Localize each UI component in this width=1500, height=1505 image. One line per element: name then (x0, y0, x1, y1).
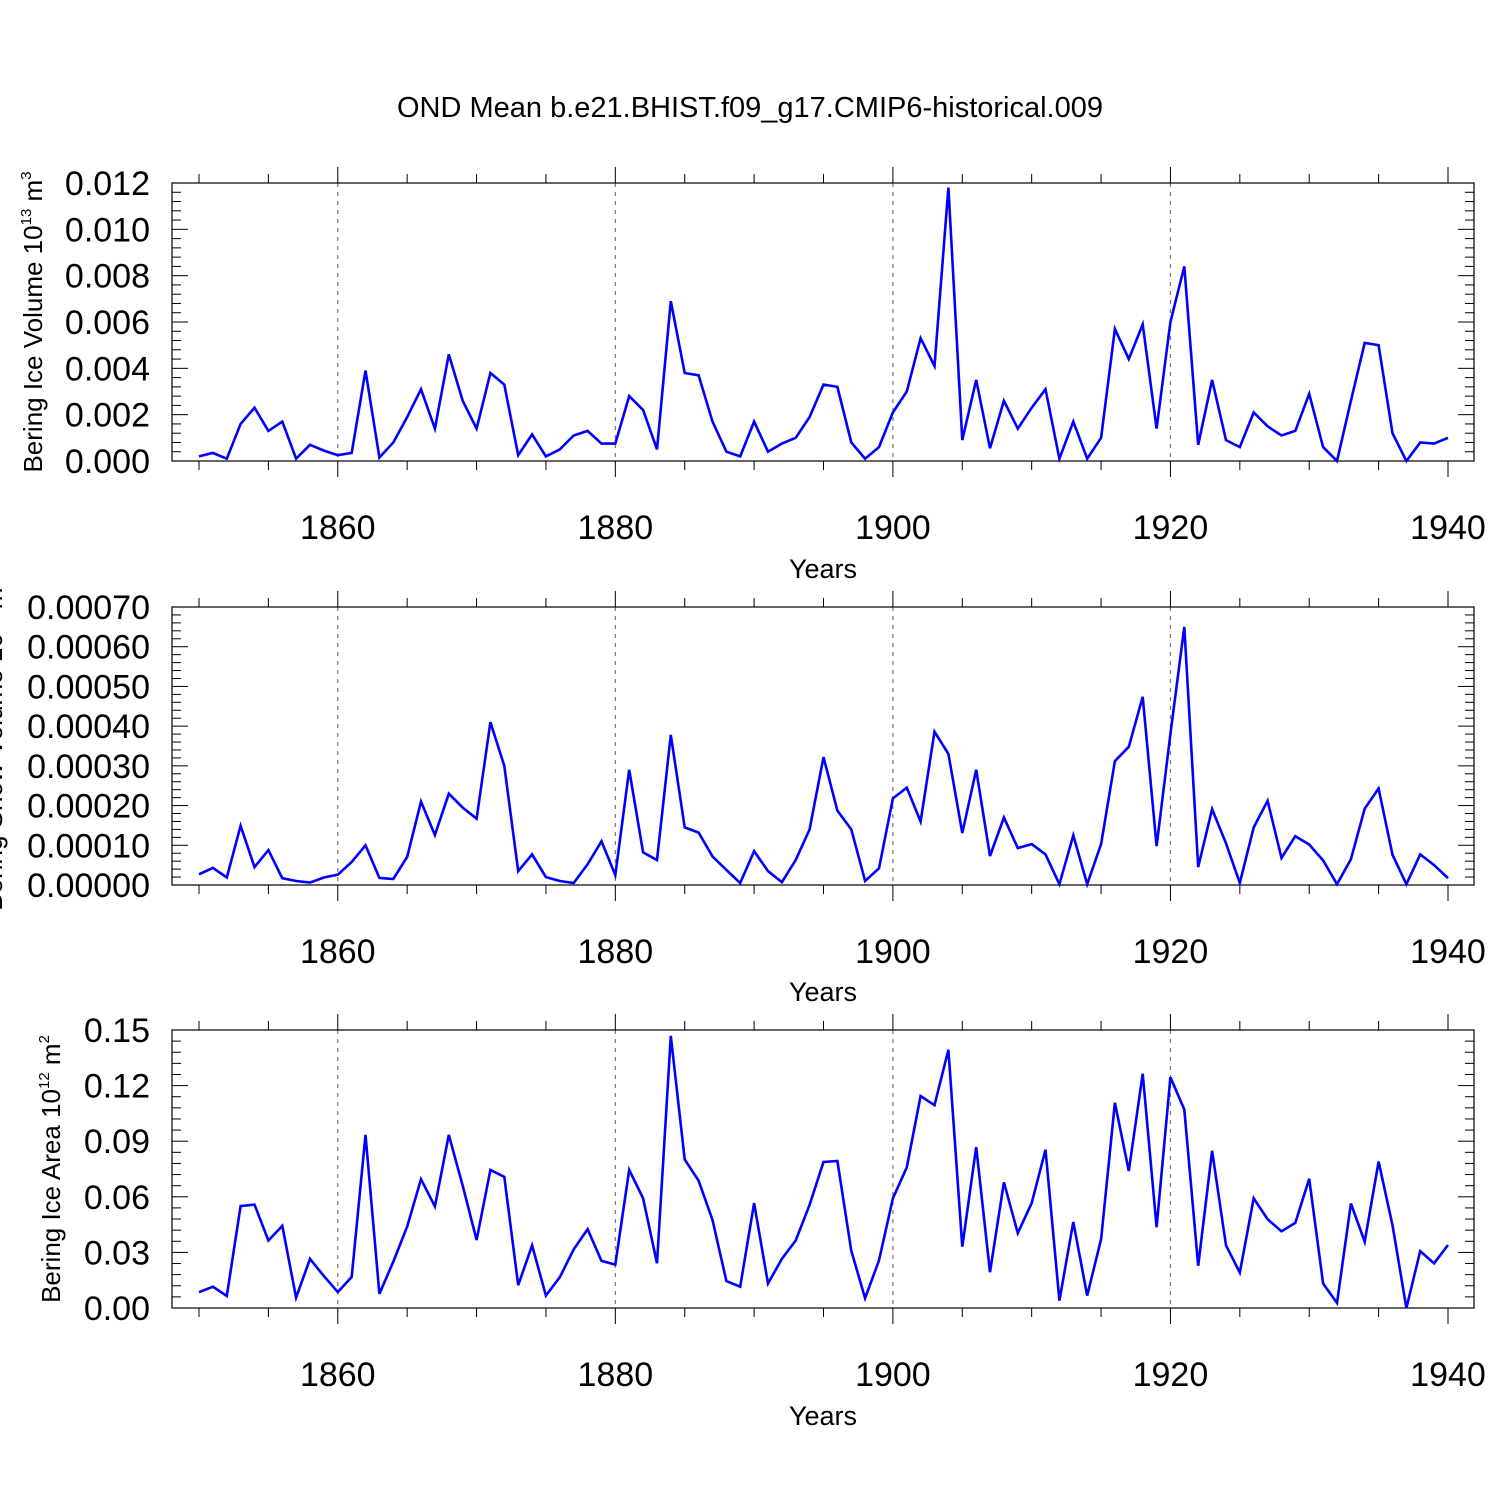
y-tick-label: 0.00040 (27, 708, 150, 746)
panel-ice-volume: Bering Ice Volume 1013 m3 Years 1860 1880… (18, 165, 1486, 584)
y-tick-label: 0.008 (65, 258, 150, 296)
y-tick-label: 0.00070 (27, 589, 150, 627)
x-tick-label: 1920 (1133, 509, 1209, 547)
ylabel-unit-exp: 3 (18, 171, 35, 179)
x-tick-label: 1900 (855, 509, 931, 547)
x-tick-label: 1920 (1133, 1356, 1209, 1394)
x-tick-label: 1860 (300, 933, 376, 971)
x-tick-label: 1900 (855, 1356, 931, 1394)
chart-title: OND Mean b.e21.BHIST.f09_g17.CMIP6-histo… (397, 92, 1103, 124)
y-tick-label: 0.012 (65, 165, 150, 203)
ylabel-space (0, 609, 8, 616)
y-tick-label: 0.010 (65, 211, 150, 249)
y-tick-label: 0.09 (84, 1123, 150, 1161)
y-tick-label: 0.00010 (27, 827, 150, 865)
ylabel-space (36, 1065, 66, 1072)
xlabel-ice-volume: Years (789, 554, 857, 584)
ylabel-text: Bering Snow Volume 1013 m3 (0, 579, 8, 910)
plot-frame (171, 182, 1475, 462)
y-tick-label: 0.000 (65, 443, 150, 481)
x-tick-label: 1900 (855, 933, 931, 971)
ylabel-main: Bering Ice Area 10 (36, 1089, 66, 1303)
series-line-ice-volume (198, 187, 1449, 464)
y-tick-label: 0.006 (65, 304, 150, 342)
y-tick-label: 0.00030 (27, 748, 150, 786)
ylabel-text: Bering Ice Volume 1013 m3 (18, 171, 48, 472)
series-line-snow-volume (198, 626, 1449, 889)
panel-ice-area: Bering Ice Area 1012 m2 Years 1860 1880 19… (36, 1012, 1486, 1431)
x-tick-label: 1940 (1410, 1356, 1486, 1394)
ylabel-ice-volume: Bering Ice Volume 1013 m3 (18, 171, 48, 472)
x-tick-label: 1880 (578, 509, 654, 547)
y-tick-label: 0.00050 (27, 668, 150, 706)
y-tick-label: 0.00000 (27, 867, 150, 905)
x-tick-label: 1880 (578, 933, 654, 971)
y-tick-label: 0.12 (84, 1068, 150, 1106)
ylabel-ice-area: Bering Ice Area 1012 m2 (36, 1035, 66, 1303)
xlabel-snow-volume: Years (789, 977, 857, 1007)
y-tick-label: 0.00020 (27, 788, 150, 826)
y-tick-label: 0.03 (84, 1234, 150, 1272)
ylabel-unit-exp: 2 (36, 1035, 53, 1043)
ylabel-space (18, 201, 48, 208)
ylabel-unit: m (36, 1043, 66, 1065)
ylabel-unit: m (0, 588, 8, 610)
ylabel-main: Bering Ice Volume 10 (18, 225, 48, 472)
ylabel-snow-volume: Bering Snow Volume 1013 m3 (0, 579, 8, 911)
x-tick-label: 1920 (1133, 933, 1209, 971)
x-tick-label: 1940 (1410, 933, 1486, 971)
ylabel-exp: 12 (36, 1072, 53, 1089)
ylabel-exp: 13 (18, 209, 35, 226)
ylabel-main: Bering Snow Volume 10 (0, 633, 8, 911)
y-tick-label: 0.00 (84, 1290, 150, 1328)
series-line-ice-area (198, 1035, 1450, 1309)
x-tick-label: 1940 (1410, 509, 1486, 547)
y-tick-label: 0.06 (84, 1179, 150, 1217)
y-tick-label: 0.002 (65, 397, 150, 435)
ylabel-text: Bering Ice Area 1012 m2 (36, 1035, 66, 1303)
y-tick-label: 0.004 (65, 350, 150, 388)
x-tick-label: 1860 (300, 1356, 376, 1394)
x-tick-label: 1860 (300, 509, 376, 547)
y-tick-label: 0.15 (84, 1012, 150, 1050)
panel-snow-volume: Bering Snow Volume 1013 m3 Years 1860 188… (0, 579, 1486, 1007)
xlabel-ice-area: Years (789, 1401, 857, 1431)
y-tick-label: 0.00060 (27, 629, 150, 667)
ylabel-unit: m (18, 180, 48, 202)
x-tick-label: 1880 (578, 1356, 654, 1394)
